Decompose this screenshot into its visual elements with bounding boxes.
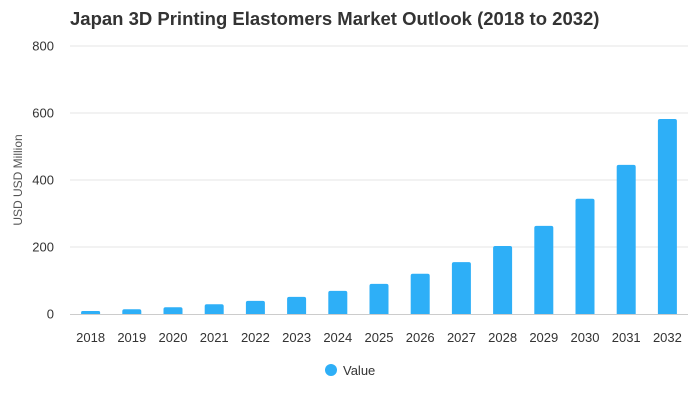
x-tick-label: 2022 — [241, 330, 270, 345]
x-tick-label: 2031 — [612, 330, 641, 345]
x-tick-label: 2027 — [447, 330, 476, 345]
x-tick-label: 2030 — [571, 330, 600, 345]
bar-2018[interactable] — [81, 310, 101, 314]
y-axis-ticks: 0 200 400 600 800 — [32, 39, 54, 322]
bar-2032[interactable] — [657, 119, 677, 314]
legend-swatch-value[interactable] — [325, 364, 337, 376]
y-tick-label: 800 — [32, 39, 54, 54]
x-tick-label: 2021 — [200, 330, 229, 345]
bar-2024[interactable] — [328, 290, 348, 314]
x-tick-label: 2024 — [323, 330, 352, 345]
x-tick-label: 2029 — [529, 330, 558, 345]
bar-2027[interactable] — [451, 262, 471, 314]
y-axis-title: USD USD Million — [11, 134, 25, 225]
bar-2028[interactable] — [493, 245, 513, 314]
x-tick-label: 2023 — [282, 330, 311, 345]
x-tick-label: 2025 — [365, 330, 394, 345]
bar-2022[interactable] — [245, 300, 265, 314]
x-tick-label: 2019 — [117, 330, 146, 345]
legend[interactable]: Value — [325, 363, 375, 378]
x-tick-label: 2032 — [653, 330, 682, 345]
y-tick-label: 200 — [32, 240, 54, 255]
chart-title: Japan 3D Printing Elastomers Market Outl… — [70, 8, 600, 29]
x-tick-label: 2026 — [406, 330, 435, 345]
bar-2025[interactable] — [369, 283, 389, 314]
bar-2030[interactable] — [575, 198, 595, 314]
bar-2021[interactable] — [204, 304, 224, 314]
bar-2019[interactable] — [122, 309, 142, 314]
y-tick-label: 0 — [47, 307, 54, 322]
x-tick-label: 2020 — [159, 330, 188, 345]
bar-2026[interactable] — [410, 273, 430, 314]
grid-lines — [70, 45, 688, 248]
x-tick-label: 2028 — [488, 330, 517, 345]
y-tick-label: 600 — [32, 106, 54, 121]
bar-2031[interactable] — [616, 164, 636, 314]
bar-2023[interactable] — [287, 296, 307, 314]
bar-2029[interactable] — [534, 225, 554, 314]
bar-2020[interactable] — [163, 307, 183, 314]
y-tick-label: 400 — [32, 173, 54, 188]
bars — [81, 119, 677, 314]
x-axis-ticks: 2018 2019 2020 2021 2022 2023 2024 2025 2026 2027… — [76, 330, 682, 345]
x-tick-label: 2018 — [76, 330, 105, 345]
legend-label-value[interactable]: Value — [343, 363, 375, 378]
